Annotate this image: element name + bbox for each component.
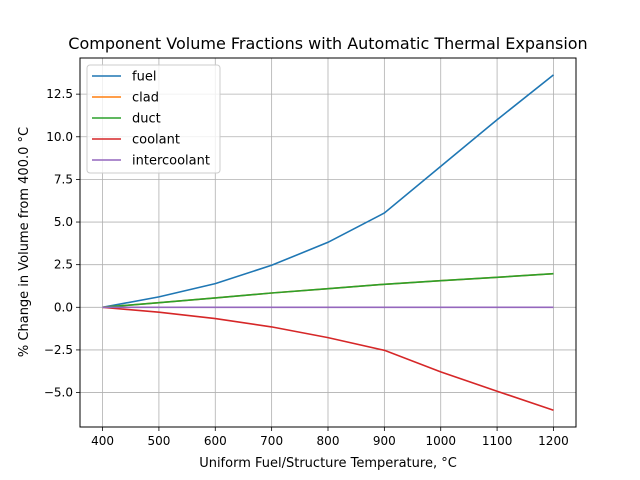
legend-label-fuel: fuel	[132, 70, 156, 85]
legend-box	[86, 64, 221, 174]
x-tick-label: 600	[204, 434, 227, 448]
y-tick-label: 10.0	[46, 130, 73, 144]
legend-label-clad: clad	[132, 91, 159, 106]
x-tick-label: 1000	[425, 434, 456, 448]
series-line-coolant	[102, 306, 554, 412]
x-tick-label: 500	[147, 434, 170, 448]
legend-label-duct: duct	[132, 112, 161, 127]
chart-title: Component Volume Fractions with Automati…	[68, 34, 587, 53]
legend: fuel clad duct coolant intercoolant	[86, 64, 221, 174]
x-tick-label: 400	[91, 434, 114, 448]
x-axis-label: Uniform Fuel/Structure Temperature, °C	[199, 456, 457, 471]
y-tick-label: 0.0	[54, 300, 73, 314]
y-tick-label: 2.5	[54, 258, 73, 272]
y-axis-label: % Change in Volume from 400.0 °C	[17, 127, 32, 357]
ticks: 400 500 600 700 800 900 1000 1100 1200 −5.0 −2.5 0.…	[44, 87, 569, 448]
legend-label-intercoolant: intercoolant	[132, 154, 210, 169]
series-line-duct	[102, 272, 554, 309]
x-tick-label: 700	[260, 434, 283, 448]
x-tick-label: 1100	[482, 434, 513, 448]
y-tick-label: 12.5	[46, 87, 73, 101]
series-lines	[102, 74, 554, 412]
legend-label-coolant: coolant	[132, 133, 180, 148]
y-tick-label: −5.0	[44, 386, 73, 400]
series-line-fuel	[102, 74, 554, 309]
x-tick-label: 800	[317, 434, 340, 448]
y-tick-label: −2.5	[44, 343, 73, 357]
y-tick-label: 5.0	[54, 215, 73, 229]
x-tick-label: 1200	[538, 434, 569, 448]
x-tick-label: 900	[373, 434, 396, 448]
y-tick-label: 7.5	[54, 172, 73, 186]
